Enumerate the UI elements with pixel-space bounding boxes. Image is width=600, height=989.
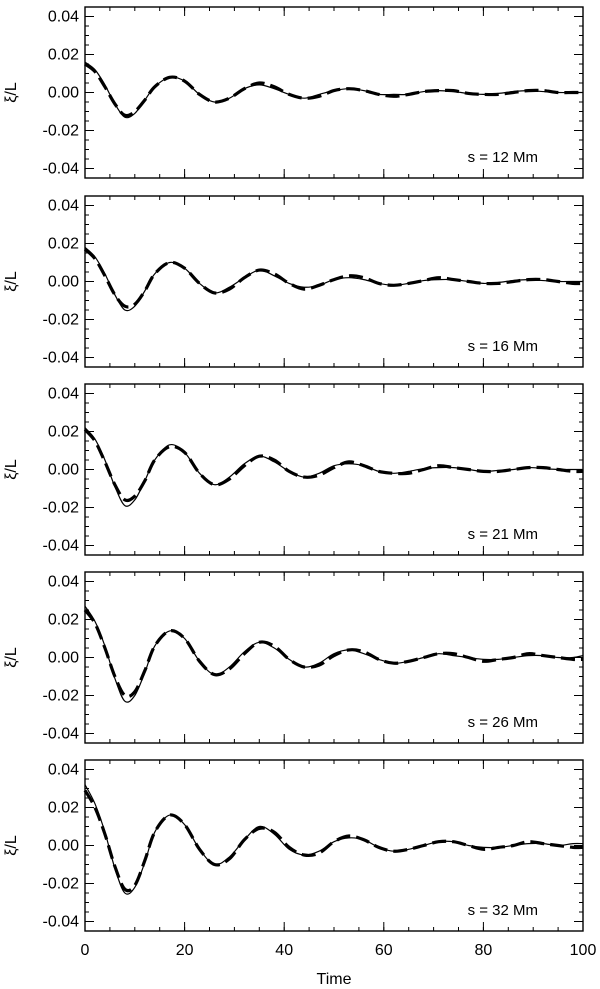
y-tick-label: -0.02 [43,876,80,893]
x-tick-label: 80 [475,942,493,959]
y-tick-label: 0.04 [48,574,79,591]
y-axis-title: ξ/L [3,459,20,480]
y-axis-title: ξ/L [3,271,20,292]
y-tick-label: 0.02 [48,612,79,629]
y-tick-label: 0.00 [48,85,79,102]
panel-5: 0.04 0.02 0.00 -0.02 -0.04 ξ/L s = 32 Mm 0 20 40 6… [3,759,597,959]
y-axis-title: ξ/L [3,835,20,856]
y-tick-label: 0.04 [48,9,79,26]
y-tick-label: -0.04 [43,914,80,931]
panel-3: 0.04 0.02 0.00 -0.02 -0.04 ξ/L s = 21 Mm [3,383,584,556]
panels-group: 0.040.020.00-0.02-0.04ξ/Ls = 12 Mm0.040.… [3,6,597,959]
x-tick-label: 40 [275,942,293,959]
y-tick-label: 0.02 [48,47,79,64]
series-dashed-line [83,248,584,309]
series-solid-line [84,784,584,895]
y-tick-label: 0.02 [48,424,79,441]
y-tick-label: 0.04 [48,762,79,779]
y-tick-label: 0.00 [48,462,79,479]
x-tick-label: 60 [375,942,393,959]
series-dashed-line [84,62,583,118]
y-tick-label: 0.02 [48,236,79,253]
y-tick-label: -0.02 [43,312,80,329]
y-tick-label: -0.04 [43,726,80,743]
y-tick-label: -0.04 [43,538,80,555]
series-dashed-line [83,428,584,503]
panel-1: 0.04 0.02 0.00 -0.02 -0.04 ξ/L s = 12 Mm [3,6,584,179]
panel-label: s = 32 Mm [468,902,538,919]
x-axis-title: Time [317,971,352,988]
panel-label: s = 26 Mm [468,714,538,731]
panel-label: s = 12 Mm [468,149,538,166]
panel-2: 0.04 0.02 0.00 -0.02 -0.04 ξ/L s = 16 Mm [3,195,584,368]
y-tick-label: -0.02 [43,123,80,140]
series-dashed-line [83,608,584,699]
y-tick-label: 0.04 [48,386,79,403]
panel-4: 0.04 0.02 0.00 -0.02 -0.04 ξ/L s = 26 Mm [3,571,584,744]
y-tick-label: -0.04 [43,161,80,178]
y-tick-label: 0.00 [48,838,79,855]
y-tick-label: -0.04 [43,350,80,367]
y-tick-label: 0.00 [48,274,79,291]
y-tick-label: -0.02 [43,688,80,705]
x-tick-label: 0 [81,942,90,959]
x-tick-label: 100 [570,942,597,959]
y-tick-label: 0.04 [48,198,79,215]
series-dashed-line [83,789,584,893]
y-tick-label: -0.02 [43,500,80,517]
y-axis-title: ξ/L [3,82,20,103]
panel-label: s = 16 Mm [468,338,538,355]
y-axis-title: ξ/L [3,647,20,668]
y-tick-label: 0.02 [48,800,79,817]
y-tick-label: 0.00 [48,650,79,667]
panel-label: s = 21 Mm [468,526,538,543]
x-tick-label: 20 [176,942,194,959]
